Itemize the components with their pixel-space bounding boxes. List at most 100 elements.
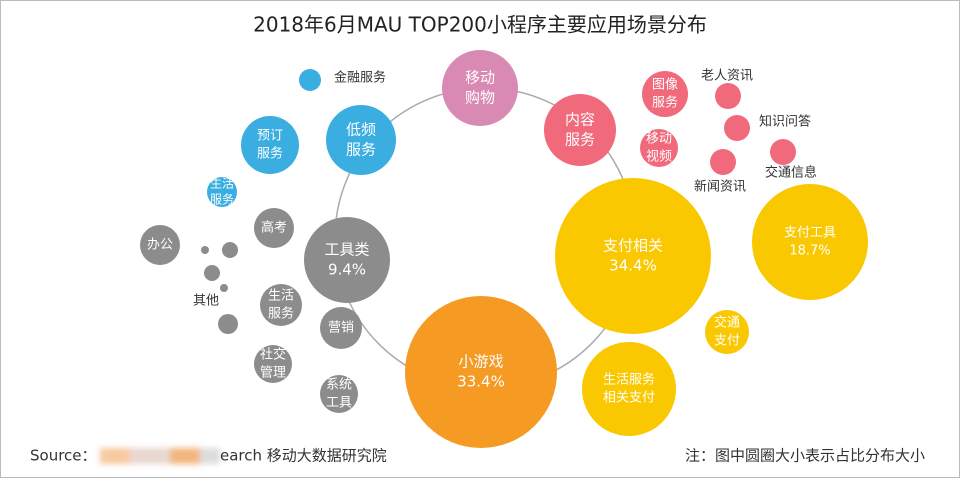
bubble — [320, 307, 362, 349]
bubble — [201, 246, 209, 254]
bubble-label: 图像 — [652, 78, 678, 93]
blurred-source — [100, 448, 220, 464]
bubble-label: 支付相关 — [603, 236, 663, 254]
node: 支付工具 18.7% — [752, 184, 868, 300]
node: 生活服务 — [207, 176, 237, 207]
bubble-label: 交通 — [714, 315, 740, 331]
title: 2018年6月MAU TOP200小程序主要应用场景分布 — [253, 13, 707, 37]
bubble-label: 34.4% — [609, 257, 657, 275]
outside-label: 新闻资讯 — [694, 179, 746, 195]
node: 支付相关 34.4% — [555, 178, 711, 334]
bubble-label: 内容 — [565, 110, 595, 128]
bubble-label: 9.4% — [328, 261, 366, 279]
node: 其他 — [193, 242, 238, 334]
node: 金融服务 — [299, 69, 386, 91]
bubble — [724, 115, 750, 141]
node: 工具类 9.4% — [304, 217, 390, 303]
node: 生活服务 — [260, 284, 302, 326]
bubble-label: 服务 — [565, 131, 595, 149]
node: 高考 — [254, 208, 294, 248]
bubble — [304, 217, 390, 303]
bubble-label: 办公 — [147, 238, 173, 253]
bubble-label: 高考 — [261, 220, 287, 236]
bubble — [640, 129, 678, 167]
bubble-label: 相关支付 — [603, 390, 655, 405]
bubble — [260, 284, 302, 326]
bubble — [140, 225, 180, 265]
node: 新闻资讯 — [694, 149, 746, 195]
bubble-label: 33.4% — [457, 373, 505, 391]
bubble-label: 预订 — [257, 129, 283, 144]
bubble — [326, 105, 396, 175]
bubble — [218, 314, 238, 334]
node: 营销 — [320, 307, 362, 349]
bubble-label: 工具 — [326, 395, 352, 410]
bubble-label: 小游戏 — [458, 352, 503, 370]
bubble — [715, 83, 741, 109]
bubble-label: 管理 — [260, 365, 286, 380]
bubble-label: 视频 — [646, 149, 672, 164]
bubble — [405, 296, 557, 448]
bubble — [299, 69, 321, 91]
node: 办公 — [140, 225, 180, 265]
bubble — [642, 71, 688, 117]
bubble — [752, 184, 868, 300]
bubble — [544, 94, 616, 166]
bubble — [220, 284, 228, 292]
bubble — [320, 375, 358, 413]
bubble-label: 服务 — [652, 94, 678, 110]
bubble-label: 营销 — [328, 321, 354, 336]
bubble-label: 服务 — [210, 192, 234, 207]
outside-label: 金融服务 — [334, 70, 386, 86]
bubble-label: 支付 — [714, 333, 740, 348]
outside-label: 老人资讯 — [701, 69, 753, 84]
bubble-label: 生活服务 — [603, 372, 655, 388]
bubble-label: 18.7% — [789, 243, 830, 258]
bubble — [582, 342, 676, 436]
bubble — [770, 139, 796, 165]
note: 注：图中圆圈大小表示占比分布大小 — [685, 447, 925, 465]
bubble-label: 购物 — [465, 89, 495, 107]
bubble-label: 移动 — [465, 68, 495, 86]
bubble-label: 服务 — [346, 141, 376, 159]
outside-label: 其他 — [193, 294, 219, 309]
bubble-label: 服务 — [257, 145, 283, 161]
bubble-label: 生活 — [268, 289, 294, 304]
bubble — [555, 178, 711, 334]
bubble — [241, 116, 299, 174]
bubble — [207, 177, 237, 207]
outside-label: 知识问答 — [759, 114, 811, 130]
node: 知识问答 — [724, 114, 811, 141]
bubble-label: 系统 — [326, 378, 352, 393]
bubble — [254, 208, 294, 248]
outside-label: 交通信息 — [765, 165, 817, 181]
bubble-label: 低频 — [346, 120, 376, 138]
source-prefix: Source： — [30, 447, 97, 465]
node: 小游戏 33.4% — [405, 296, 557, 448]
bubble-label: 工具类 — [324, 240, 369, 258]
bubble-label: 服务 — [268, 305, 294, 321]
bubble-label: 社交 — [260, 347, 286, 363]
bubble-label: 移动 — [646, 132, 672, 147]
bubble-label: 支付工具 — [784, 226, 836, 241]
source-text: earch 移动大数据研究院 — [220, 447, 387, 465]
bubble — [442, 50, 518, 126]
bubble — [204, 265, 220, 281]
node: 老人资讯 — [701, 69, 753, 109]
node: 交通信息 — [765, 139, 817, 181]
bubble — [710, 149, 736, 175]
bubble — [705, 310, 749, 354]
bubble — [222, 242, 238, 258]
bubble-label: 生活 — [210, 176, 234, 190]
